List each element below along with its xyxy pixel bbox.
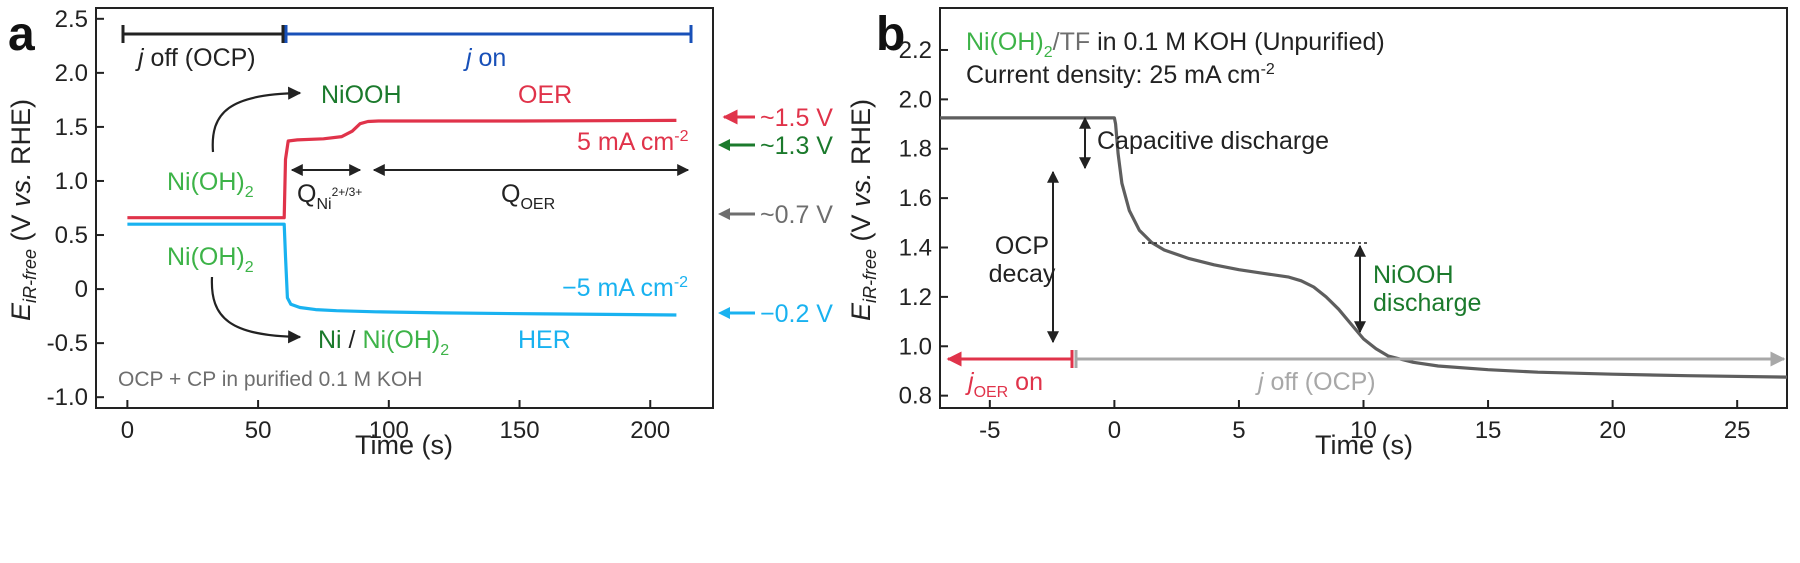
panel-b-y-axis-label: EiR-free (V vs. RHE) xyxy=(846,99,880,321)
ocp-decay-line2: decay xyxy=(989,260,1056,288)
panel-a-ticks: 0 50 100 150 200 -1.0 -0.5 0 0.5 1.0 1.5 2.0 2.5 xyxy=(47,6,671,444)
x-tick-label: 0 xyxy=(1108,417,1121,444)
ocp-decay-line1: OCP xyxy=(995,232,1049,260)
oer-label: OER xyxy=(518,81,572,109)
y-tick-label: -1.0 xyxy=(47,384,88,411)
potential-label-15: ~1.5 V xyxy=(760,104,833,132)
x-tick-label: 20 xyxy=(1599,417,1626,444)
y-tick-label: 1.8 xyxy=(899,136,932,163)
y-label-unit: V xyxy=(6,207,36,233)
footer-note: OCP + CP in purified 0.1 M KOH xyxy=(118,368,422,391)
y-tick-label: 1.2 xyxy=(899,284,932,311)
capacitive-label: Capacitive discharge xyxy=(1097,127,1329,155)
x-tick-label: 15 xyxy=(1475,417,1502,444)
panel-b: b -5 0 5 10 15 20 25 0.8 1.0 1.2 1.4 1.6 1.8 2.0 2.2 T… xyxy=(846,7,1788,460)
x-tick-label: 0 xyxy=(121,417,134,444)
y-tick-label: 1.0 xyxy=(899,333,932,360)
y-tick-label: 0 xyxy=(75,276,88,303)
reduction-arrow xyxy=(210,276,302,344)
y-label-vs: vs. xyxy=(6,172,36,207)
panel-a-series xyxy=(127,118,677,317)
y-tick-label: 2.2 xyxy=(899,37,932,64)
x-tick-label: 200 xyxy=(630,417,670,444)
q-ni-label: QNi2+/3+ xyxy=(297,180,362,213)
y-label-ref: RHE) xyxy=(6,99,36,173)
x-tick-label: -5 xyxy=(979,417,1000,444)
nioh2-bottom-label: Ni(OH)2 xyxy=(167,243,254,276)
series-line-1 xyxy=(127,222,677,317)
niooh-discharge-line2: discharge xyxy=(1373,289,1481,317)
panel-b-label: b xyxy=(876,8,905,61)
panel-b-series xyxy=(940,116,1788,379)
q-oer-label: QOER xyxy=(501,180,555,213)
potential-label-07: ~0.7 V xyxy=(760,201,833,229)
panel-a-x-axis-label: Time (s) xyxy=(355,430,453,460)
panel-a: a 0 50 100 150 200 -1.0 -0.5 0 0.5 1.0 1.5 2.0 2.5 T… xyxy=(6,6,833,460)
current-pos-label: 5 mA cm-2 xyxy=(577,128,689,156)
y-tick-label: 2.0 xyxy=(55,60,88,87)
x-tick-label: 25 xyxy=(1724,417,1751,444)
potential-marker-13: ~1.3 V xyxy=(718,132,833,160)
potential-marker-15: ~1.5 V xyxy=(722,104,833,132)
current-neg-label: −5 mA cm-2 xyxy=(562,274,688,302)
potential-marker-m02: −0.2 V xyxy=(718,300,833,328)
series-line-0 xyxy=(940,116,1788,379)
j-off-label: j off (OCP) xyxy=(135,44,256,72)
panel-a-y-axis-label: EiR-free (V vs. RHE) xyxy=(6,99,40,321)
y-label-e: E xyxy=(6,302,36,321)
panel-b-ticks: -5 0 5 10 15 20 25 0.8 1.0 1.2 1.4 1.6 1.8 2.0 2.2 xyxy=(899,37,1751,444)
y-tick-label: -0.5 xyxy=(47,330,88,357)
panel-b-title: Ni(OH)2/TF in 0.1 M KOH (Unpurified) xyxy=(966,28,1385,61)
x-tick-label: 5 xyxy=(1232,417,1245,444)
j-on-label: j on xyxy=(463,44,506,72)
x-tick-label: 100 xyxy=(369,417,409,444)
y-tick-label: 1.6 xyxy=(899,185,932,212)
y-label-sub: iR-free xyxy=(20,249,40,303)
y-tick-label: 0.8 xyxy=(899,383,932,410)
current-density-label: Current density: 25 mA cm-2 xyxy=(966,61,1275,89)
x-tick-label: 150 xyxy=(500,417,540,444)
potential-marker-07: ~0.7 V xyxy=(718,201,833,229)
x-tick-label: 10 xyxy=(1350,417,1377,444)
panel-a-plot-frame xyxy=(95,7,714,409)
potential-label-13: ~1.3 V xyxy=(760,132,833,160)
niooh-label: NiOOH xyxy=(321,81,402,109)
potential-label-m02: −0.2 V xyxy=(760,300,833,328)
y-tick-label: 0.5 xyxy=(55,222,88,249)
nioh2-top-label: Ni(OH)2 xyxy=(167,168,254,201)
her-label: HER xyxy=(518,326,571,354)
y-tick-label: 1.5 xyxy=(55,114,88,141)
panel-a-label: a xyxy=(8,8,35,61)
oxidation-arrow xyxy=(211,86,302,153)
niooh-discharge-line1: NiOOH xyxy=(1373,261,1454,289)
y-tick-label: 1.0 xyxy=(55,168,88,195)
y-tick-label: 2.0 xyxy=(899,86,932,113)
y-tick-label: 2.5 xyxy=(55,6,88,33)
j-oer-on-label: jOER on xyxy=(965,368,1043,401)
panel-b-x-axis-label: Time (s) xyxy=(1315,430,1413,460)
j-off-ocp-label: j off (OCP) xyxy=(1255,368,1376,396)
series-line-0 xyxy=(127,118,677,220)
ni-product-label: Ni / Ni(OH)2 xyxy=(318,326,449,359)
x-tick-label: 50 xyxy=(245,417,272,444)
y-tick-label: 1.4 xyxy=(899,235,932,262)
